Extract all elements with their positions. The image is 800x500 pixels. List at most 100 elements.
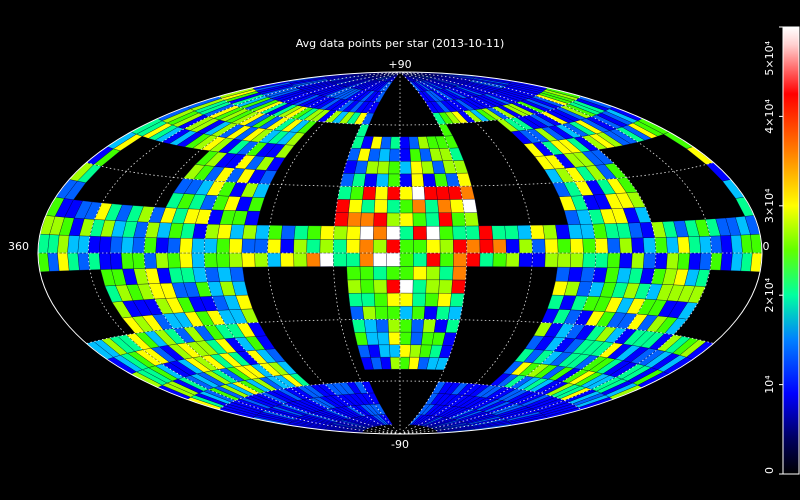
left-longitude-label: 360 — [8, 240, 29, 253]
heatmap-tile — [699, 235, 712, 254]
heatmap-tile — [410, 161, 423, 175]
heatmap-tile — [388, 331, 401, 345]
heatmap-tile — [47, 252, 60, 272]
heatmap-tile — [254, 238, 269, 254]
heatmap-tile — [77, 235, 91, 254]
heatmap-tile — [387, 173, 401, 187]
heatmap-tile — [333, 225, 348, 240]
heatmap-tile — [464, 212, 479, 227]
heatmap-tile — [306, 225, 322, 240]
heatmap-tile — [57, 234, 70, 254]
heatmap-tile — [439, 266, 454, 281]
heatmap-tile — [518, 252, 533, 268]
heatmap-tile — [363, 173, 378, 187]
heatmap-tile — [439, 239, 454, 254]
heatmap-tile — [347, 279, 362, 294]
heatmap-tile — [399, 161, 412, 175]
colorbar-tick-label: 4×10⁴ — [763, 99, 776, 134]
heatmap-tile — [688, 252, 702, 270]
heatmap-tile — [594, 252, 609, 268]
heatmap-tile — [228, 252, 243, 268]
heatmap-tile — [109, 252, 123, 270]
heatmap-tile — [654, 237, 668, 254]
bottom-pole-label: -90 — [391, 438, 409, 451]
heatmap-tile — [677, 252, 691, 270]
heatmap-tile — [567, 267, 583, 282]
heatmap-tile — [375, 319, 389, 333]
heatmap-tile — [386, 292, 401, 307]
heatmap-tile — [426, 226, 441, 240]
heatmap-tile — [362, 306, 377, 320]
heatmap-tile — [98, 252, 112, 270]
heatmap-tile — [449, 293, 465, 307]
heatmap-tile — [413, 239, 427, 254]
heatmap-tile — [631, 252, 645, 269]
heatmap-tile — [348, 293, 363, 307]
heatmap-tile — [555, 224, 571, 240]
colorbar-tick-label: 3×10⁴ — [763, 188, 776, 223]
heatmap-tile — [399, 252, 414, 267]
longitude-line — [267, 71, 401, 435]
heatmap-tile — [399, 356, 410, 370]
heatmap-tile — [373, 212, 388, 227]
heatmap-tile — [229, 266, 245, 282]
heatmap-tile — [241, 252, 256, 268]
heatmap-tile — [387, 306, 401, 320]
heatmap-tile — [422, 319, 437, 333]
heatmap-tile — [360, 279, 375, 294]
heatmap-tile — [306, 252, 321, 267]
heatmap-tile — [359, 252, 374, 267]
heatmap-tile — [374, 186, 389, 200]
right-longitude-label: 0 — [763, 240, 770, 253]
heatmap-tile — [409, 148, 422, 162]
heatmap-tile — [387, 186, 401, 200]
heatmap-tile — [399, 226, 414, 240]
heatmap-tile — [179, 252, 193, 268]
heatmap-tile — [228, 238, 243, 254]
heatmap-tile — [390, 136, 401, 150]
heatmap-tile — [686, 146, 714, 165]
heatmap-tile — [280, 225, 296, 240]
heatmap-tile — [688, 236, 702, 254]
heatmap-tile — [386, 266, 401, 280]
heatmap-tile — [399, 148, 411, 162]
heatmap-tile — [435, 306, 451, 320]
heatmap-tile — [143, 252, 157, 269]
latitude-line — [86, 318, 714, 344]
heatmap-tile — [462, 198, 478, 213]
heatmap-tile — [121, 252, 134, 270]
heatmap-tile — [378, 148, 391, 162]
longitude-line — [87, 71, 401, 435]
heatmap-tile — [451, 212, 466, 227]
heatmap-tile — [411, 319, 425, 333]
heatmap-tile — [346, 266, 361, 281]
heatmap-tile — [438, 123, 453, 137]
heatmap-tile — [570, 252, 584, 268]
heatmap-tile — [412, 212, 427, 227]
heatmap-tile — [730, 252, 743, 272]
heatmap-tile — [677, 236, 691, 254]
heatmap-tile — [413, 226, 427, 240]
heatmap-tile — [504, 225, 520, 240]
heatmap-tile — [422, 173, 437, 187]
heatmap-tile — [363, 319, 378, 333]
colorbar-tick-label: 5×10⁴ — [763, 40, 776, 75]
heatmap-tile — [459, 185, 475, 200]
heatmap-tile — [399, 266, 414, 280]
heatmap-tile — [399, 279, 414, 294]
heatmap-tile — [191, 238, 206, 254]
heatmap-tile — [67, 252, 80, 271]
heatmap-tile — [413, 252, 427, 267]
heatmap-tile — [386, 239, 401, 254]
heatmap-tile — [386, 199, 401, 214]
heatmap-tile — [437, 293, 452, 307]
heatmap-tile — [98, 236, 112, 254]
heatmap-tile — [479, 252, 494, 267]
heatmap-tile — [374, 199, 388, 214]
heatmap-tile — [293, 252, 308, 267]
heatmap-tile — [437, 199, 452, 213]
heatmap-tile — [57, 252, 70, 272]
heatmap-tile — [663, 131, 694, 149]
heatmap-tile — [720, 235, 733, 254]
